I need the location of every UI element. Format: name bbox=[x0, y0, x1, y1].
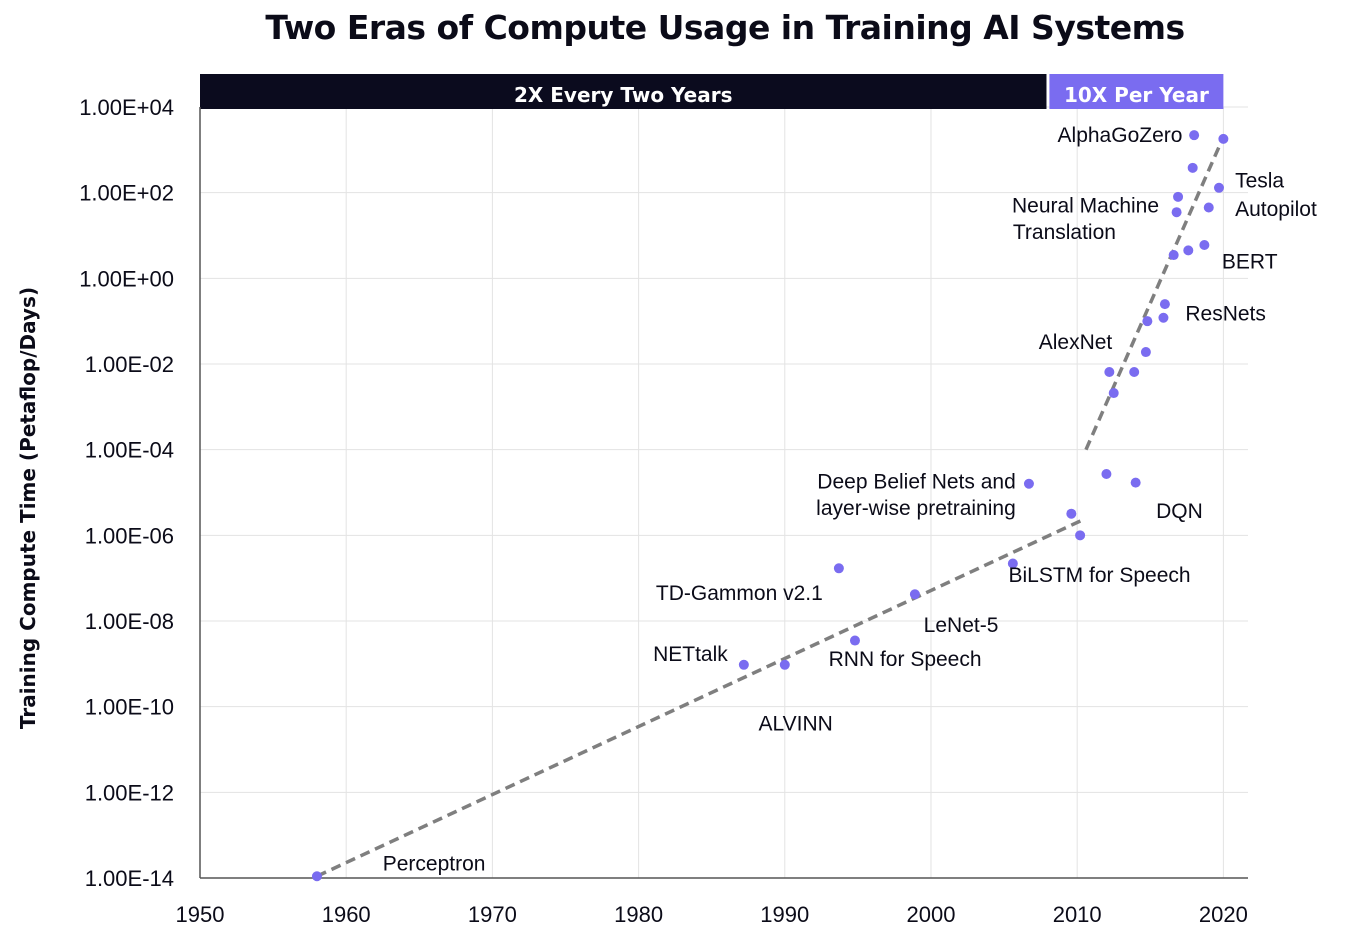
data-point bbox=[1104, 367, 1115, 378]
x-tick-label: 1970 bbox=[468, 902, 517, 927]
data-point bbox=[1142, 316, 1153, 327]
data-point bbox=[1213, 182, 1224, 193]
y-axis-title: Training Compute Time (Petaflop/Days) bbox=[16, 287, 40, 729]
data-point bbox=[1187, 162, 1198, 173]
data-point bbox=[1101, 469, 1112, 480]
annotation-label: TD-Gammon v2.1 bbox=[656, 582, 823, 605]
y-tick-label: 1.00E-12 bbox=[85, 780, 174, 805]
annotation-label: Tesla bbox=[1235, 170, 1284, 193]
annotation-label: Autopilot bbox=[1235, 198, 1317, 221]
data-point bbox=[1023, 478, 1034, 489]
x-tick-label: 2000 bbox=[907, 902, 956, 927]
data-points bbox=[311, 130, 1229, 882]
trendline bbox=[1084, 136, 1225, 451]
data-point bbox=[1007, 558, 1018, 569]
x-tick-label: 1950 bbox=[176, 902, 225, 927]
y-tick-label: 1.00E-04 bbox=[85, 438, 174, 463]
x-tick-label: 1960 bbox=[322, 902, 371, 927]
annotation-label: BiLSTM for Speech bbox=[1008, 564, 1190, 587]
y-tick-label: 1.00E+00 bbox=[79, 266, 174, 291]
data-point bbox=[1218, 133, 1229, 144]
data-point bbox=[849, 635, 860, 646]
annotation-label: Deep Belief Nets and bbox=[817, 471, 1015, 494]
data-point bbox=[779, 659, 790, 670]
annotation-label: LeNet-5 bbox=[924, 614, 999, 637]
annotation-label: Perceptron bbox=[383, 852, 486, 875]
annotations: Perceptron NETtalk ALVINN TD-Gammon v2.1 RNN… bbox=[383, 124, 1317, 875]
data-point bbox=[1159, 299, 1170, 310]
data-point bbox=[738, 659, 749, 670]
data-point bbox=[1168, 250, 1179, 261]
grid-layer bbox=[200, 106, 1248, 878]
annotation-label: NETtalk bbox=[653, 643, 728, 666]
annotation-label: ResNets bbox=[1185, 303, 1266, 326]
y-tick-label: 1.00E-02 bbox=[85, 352, 174, 377]
x-tick-label: 1980 bbox=[614, 902, 663, 927]
data-point bbox=[1173, 191, 1184, 202]
chart-title: Two Eras of Compute Usage in Training AI… bbox=[265, 8, 1185, 47]
axes: 1950 1960 1970 1980 1990 2000 2010 2020 1.00E-14… bbox=[79, 95, 1248, 927]
annotation-label: DQN bbox=[1156, 500, 1203, 523]
data-point bbox=[833, 563, 844, 574]
data-point bbox=[1189, 130, 1200, 141]
data-point bbox=[1066, 508, 1077, 519]
data-point bbox=[1130, 477, 1141, 488]
annotation-label: AlphaGoZero bbox=[1058, 124, 1183, 147]
era-label: 2X Every Two Years bbox=[514, 83, 733, 107]
annotation-label: Translation bbox=[1013, 221, 1116, 244]
data-point bbox=[1183, 245, 1194, 256]
era-label: 10X Per Year bbox=[1064, 83, 1209, 107]
era-band bbox=[200, 74, 1047, 109]
x-tick-label: 2010 bbox=[1053, 902, 1102, 927]
era-bands: 2X Every Two Years 10X Per Year bbox=[200, 74, 1224, 109]
era-band bbox=[1049, 74, 1224, 109]
y-tick-label: 1.00E+02 bbox=[79, 181, 174, 206]
annotation-label: ALVINN bbox=[758, 713, 832, 736]
annotation-label: BERT bbox=[1222, 250, 1278, 273]
data-point bbox=[1075, 530, 1086, 541]
trendlines bbox=[316, 136, 1225, 878]
y-tick-label: 1.00E-08 bbox=[85, 609, 174, 634]
data-point bbox=[1108, 388, 1119, 399]
trendline bbox=[316, 517, 1086, 878]
y-tick-label: 1.00E-10 bbox=[85, 695, 174, 720]
annotation-label: Neural Machine bbox=[1012, 195, 1159, 218]
x-tick-label: 2020 bbox=[1199, 902, 1248, 927]
data-point bbox=[311, 871, 322, 882]
annotation-label: layer-wise pretraining bbox=[816, 497, 1016, 520]
data-point bbox=[1199, 240, 1210, 251]
data-point bbox=[1158, 312, 1169, 323]
data-point bbox=[1203, 202, 1214, 213]
data-point bbox=[909, 589, 920, 600]
annotation-label: AlexNet bbox=[1039, 331, 1113, 354]
y-tick-label: 1.00E-14 bbox=[85, 866, 174, 891]
y-tick-label: 1.00E-06 bbox=[85, 523, 174, 548]
data-point bbox=[1140, 347, 1151, 358]
annotation-label: RNN for Speech bbox=[829, 648, 982, 671]
data-point bbox=[1129, 367, 1140, 378]
y-tick-label: 1.00E+04 bbox=[79, 95, 174, 120]
x-tick-label: 1990 bbox=[760, 902, 809, 927]
data-point bbox=[1171, 207, 1182, 218]
